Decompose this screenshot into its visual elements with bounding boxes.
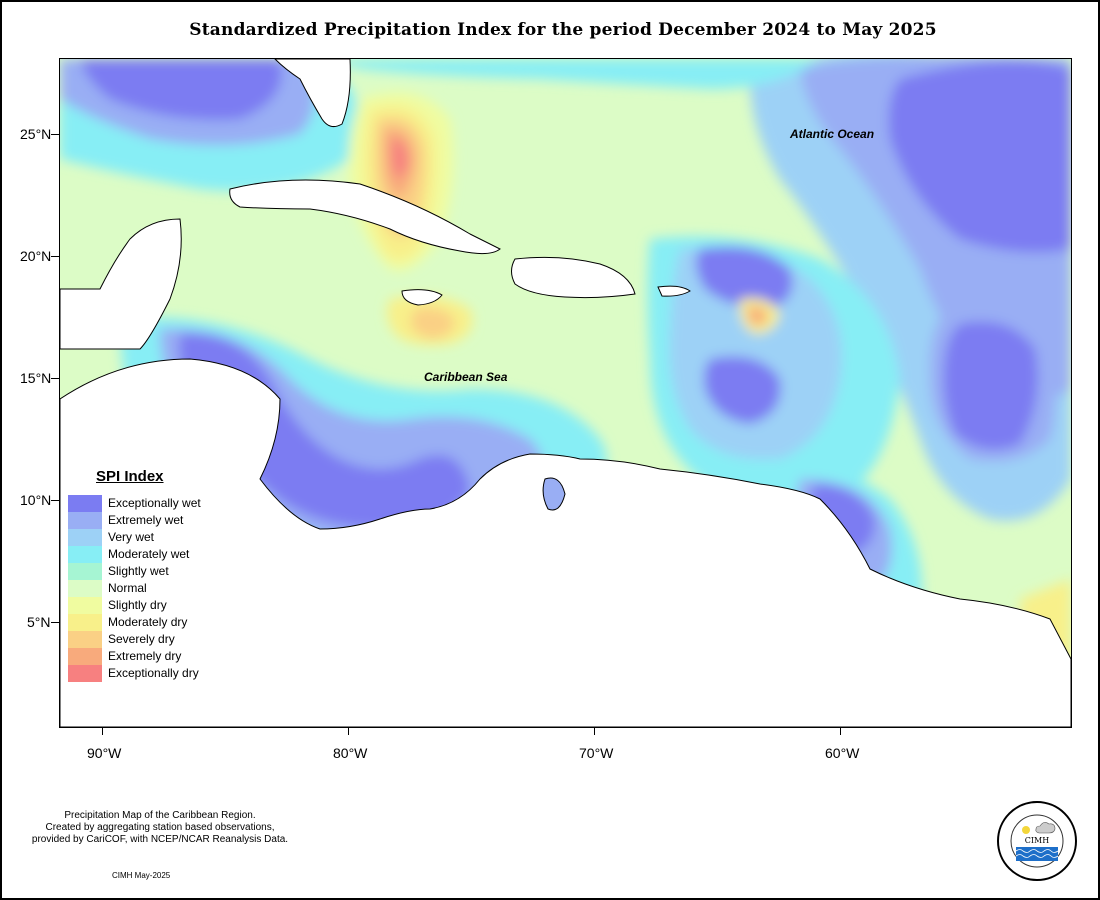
legend-label: Slightly dry	[108, 598, 167, 612]
legend-swatch	[68, 665, 102, 682]
lat-tick-25n	[51, 134, 59, 135]
lon-label-90w: 90°W	[87, 745, 122, 761]
lat-label-15n: 15°N	[20, 370, 52, 386]
lat-label-5n: 5°N	[27, 614, 51, 630]
lon-tick-60w	[840, 727, 841, 735]
lon-label-80w: 80°W	[333, 745, 368, 761]
lon-label-70w: 70°W	[579, 745, 614, 761]
footnote-line-3: provided by CariCOF, with NCEP/NCAR Rean…	[31, 834, 289, 845]
legend-label: Moderately wet	[108, 547, 190, 561]
cloud-icon	[1035, 822, 1056, 834]
lat-label-25n: 25°N	[20, 126, 52, 142]
sun-icon	[1022, 826, 1030, 834]
legend-label: Exceptionally wet	[108, 496, 201, 510]
legend-label: Very wet	[108, 530, 155, 544]
lon-tick-80w	[348, 727, 349, 735]
legend-swatch	[68, 529, 102, 546]
legend-swatch	[68, 597, 102, 614]
legend-label: Extremely wet	[108, 513, 184, 527]
legend-label: Exceptionally dry	[108, 666, 199, 680]
legend-swatch	[68, 648, 102, 665]
lat-tick-5n	[51, 622, 59, 623]
legend-title: SPI Index	[96, 468, 164, 485]
lon-label-60w: 60°W	[825, 745, 860, 761]
lat-label-10n: 10°N	[20, 492, 52, 508]
legend-label: Moderately dry	[108, 615, 188, 629]
legend-swatch	[68, 631, 102, 648]
legend-label: Extremely dry	[108, 649, 182, 663]
legend-swatch	[68, 563, 102, 580]
caribbean-sea-label: Caribbean Sea	[424, 370, 508, 384]
legend-label: Severely dry	[108, 632, 175, 646]
lat-tick-10n	[51, 500, 59, 501]
credit-line: CIMH May-2025	[112, 871, 171, 880]
legend-swatch	[68, 614, 102, 631]
legend-swatch	[68, 580, 102, 597]
lat-label-20n: 20°N	[20, 248, 52, 264]
spi-map	[59, 58, 1072, 728]
legend-swatch	[68, 546, 102, 563]
map-title: Standardized Precipitation Index for the…	[189, 20, 937, 40]
lat-tick-20n	[51, 256, 59, 257]
legend-swatch	[68, 512, 102, 529]
logo-acronym: CIMH	[1025, 836, 1049, 845]
lat-tick-15n	[51, 378, 59, 379]
footnote-line-2: Created by aggregating station based obs…	[45, 822, 275, 833]
atlantic-ocean-label: Atlantic Ocean	[790, 127, 875, 141]
map-footnote: Precipitation Map of the Caribbean Regio…	[0, 810, 320, 846]
legend-label: Slightly wet	[108, 564, 169, 578]
legend-swatch	[68, 495, 102, 512]
lon-tick-90w	[102, 727, 103, 735]
legend-label: Normal	[108, 581, 147, 595]
waves-icon	[1015, 849, 1059, 853]
footnote-line-1: Precipitation Map of the Caribbean Regio…	[64, 810, 256, 821]
land-polygons	[60, 59, 1071, 727]
lon-tick-70w	[594, 727, 595, 735]
cimh-logo: CIMH	[996, 800, 1078, 882]
spi-map-canvas	[60, 59, 1071, 727]
